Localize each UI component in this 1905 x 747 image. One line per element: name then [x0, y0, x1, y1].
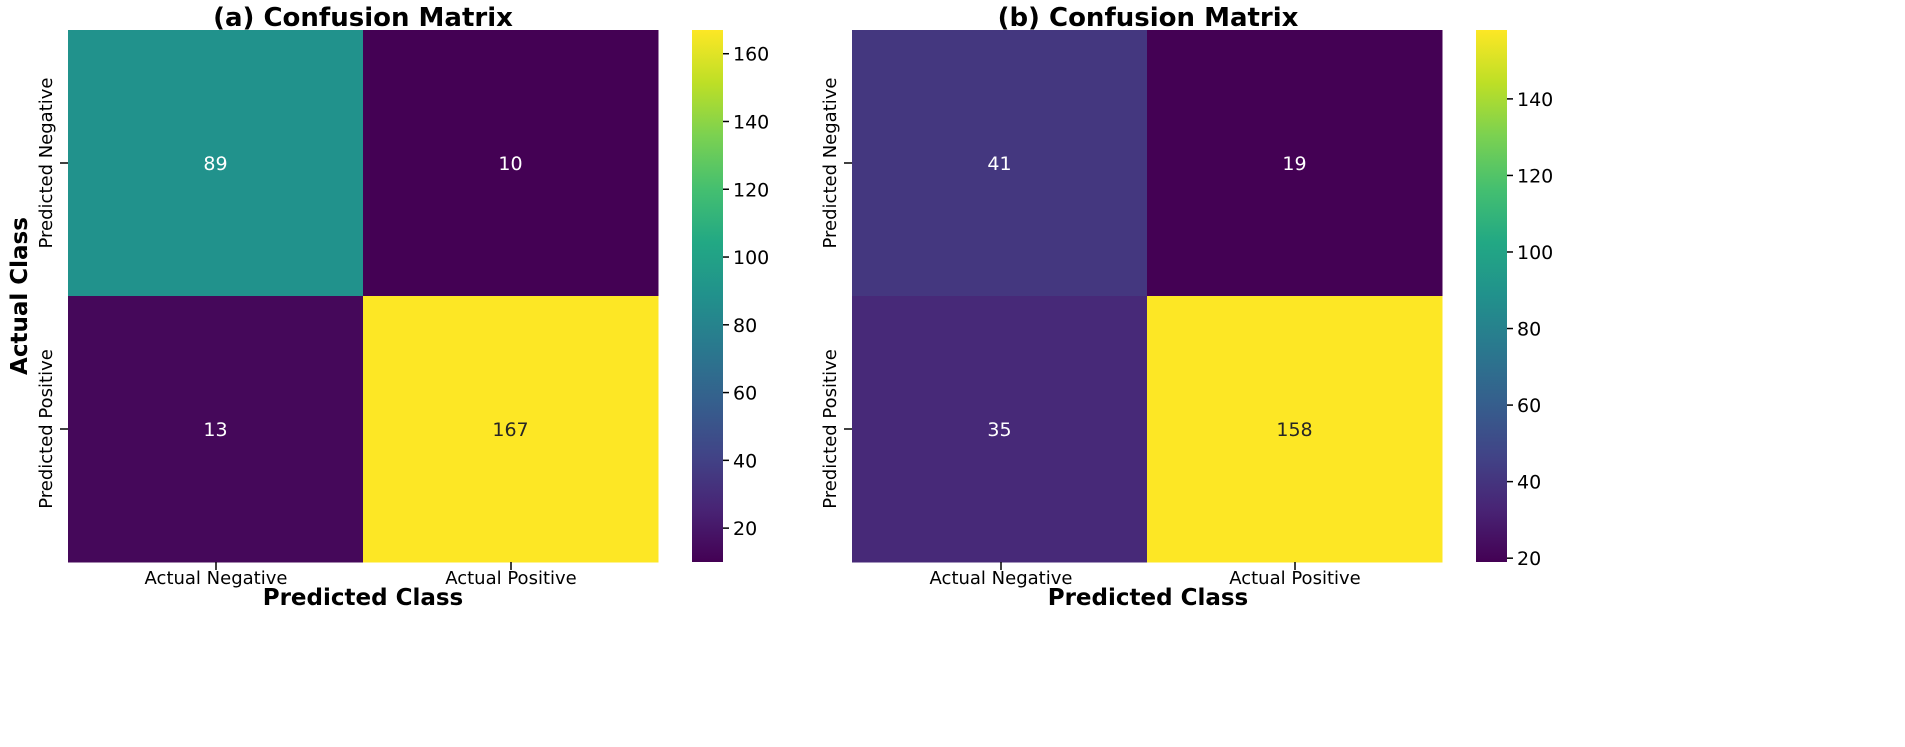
panel-a-colorbar-tick-3: 80: [733, 315, 757, 337]
panel-b-cell-1-1: [1147, 296, 1443, 563]
panel-b-xlabel: Predicted Class: [1048, 585, 1249, 611]
panel-b-xtick-0: Actual Negative: [930, 568, 1073, 589]
panel-a-colorbar-tick-1: 40: [733, 450, 757, 472]
panel-b-colorbar-tick-4: 100: [1517, 242, 1553, 264]
panel-a: (a) Confusion Matrix 89 10 13 167 Predicted…: [7, 3, 769, 611]
panel-a-ytick-0: Predicted Negative: [36, 78, 57, 249]
panel-a-colorbar-tick-7: 160: [733, 44, 769, 66]
panel-a-cell-label-1-0: 13: [203, 419, 227, 441]
panel-b-title: (b) Confusion Matrix: [998, 3, 1299, 33]
panel-a-cell-label-1-1: 167: [492, 419, 528, 441]
panel-a-cell-label-0-0: 89: [203, 153, 227, 175]
panel-b-cell-label-1-1: 158: [1276, 419, 1312, 441]
panel-b-colorbar-tick-1: 40: [1517, 472, 1541, 494]
panel-b-cell-label-1-0: 35: [987, 419, 1011, 441]
panel-a-cell-1-1: [363, 296, 659, 563]
panel-b: (b) Confusion Matrix 41 19 35 158 Predicted…: [820, 3, 1553, 611]
panel-b-colorbar-tick-2: 60: [1517, 395, 1541, 417]
panel-a-xtick-1: Actual Positive: [445, 568, 577, 589]
panel-b-heatmap: 41 19 35 158: [852, 30, 1443, 563]
panel-b-cell-label-0-1: 19: [1282, 153, 1306, 175]
panel-a-colorbar: 20 40 60 80 100 120 140 160: [692, 30, 769, 562]
panel-a-cell-0-0: [68, 30, 364, 297]
panel-b-colorbar-tick-3: 80: [1517, 319, 1541, 341]
panel-b-cell-1-0: [852, 296, 1148, 563]
panel-b-cell-0-0: [852, 30, 1148, 297]
panel-a-colorbar-gradient: [692, 30, 723, 562]
panel-b-ytick-0: Predicted Negative: [820, 78, 841, 249]
panel-a-ytick-1: Predicted Positive: [36, 349, 57, 509]
panel-b-colorbar-tick-0: 20: [1517, 548, 1541, 570]
panel-b-colorbar-gradient: [1476, 30, 1507, 562]
panel-a-xtick-0: Actual Negative: [145, 568, 288, 589]
panel-a-colorbar-tick-2: 60: [733, 383, 757, 405]
panel-b-cell-label-0-0: 41: [987, 153, 1011, 175]
panel-b-colorbar: 20 40 60 80 100 120 140: [1476, 30, 1553, 570]
panel-b-cell-0-1: [1147, 30, 1443, 297]
panel-a-colorbar-tick-6: 140: [733, 111, 769, 133]
panel-b-xtick-1: Actual Positive: [1229, 568, 1361, 589]
panel-a-colorbar-tick-0: 20: [733, 518, 757, 540]
panel-a-title: (a) Confusion Matrix: [213, 3, 513, 33]
panel-a-xlabel: Predicted Class: [263, 585, 464, 611]
panel-a-colorbar-tick-5: 120: [733, 179, 769, 201]
panel-a-cell-label-0-1: 10: [498, 153, 522, 175]
panel-b-colorbar-tick-6: 140: [1517, 89, 1553, 111]
panel-a-cell-0-1: [363, 30, 659, 297]
panel-a-cell-1-0: [68, 296, 364, 563]
panel-a-colorbar-tick-4: 100: [733, 247, 769, 269]
panel-a-heatmap: 89 10 13 167: [68, 30, 659, 563]
panel-b-ytick-1: Predicted Positive: [820, 349, 841, 509]
panel-b-colorbar-tick-5: 120: [1517, 165, 1553, 187]
panel-a-ylabel: Actual Class: [7, 217, 33, 375]
